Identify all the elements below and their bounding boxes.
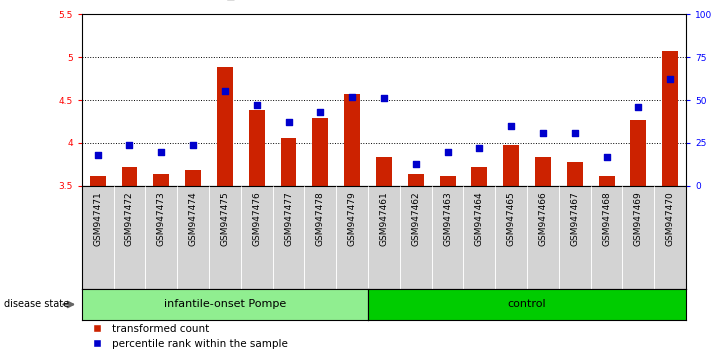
Point — [538, 130, 549, 136]
Bar — [408, 174, 424, 186]
Bar — [535, 157, 551, 186]
Point — [219, 88, 230, 94]
FancyBboxPatch shape — [241, 186, 272, 289]
FancyBboxPatch shape — [336, 186, 368, 289]
FancyBboxPatch shape — [209, 186, 241, 289]
Text: GSM947461: GSM947461 — [380, 191, 388, 246]
Text: GSM947475: GSM947475 — [220, 191, 230, 246]
Text: disease state: disease state — [4, 299, 69, 309]
Point — [188, 142, 199, 148]
FancyBboxPatch shape — [400, 186, 432, 289]
Point — [315, 109, 326, 115]
Bar — [249, 110, 264, 186]
Point — [506, 123, 517, 129]
Point — [601, 154, 612, 160]
Point — [633, 104, 644, 110]
Bar — [631, 120, 646, 186]
Text: GSM947478: GSM947478 — [316, 191, 325, 246]
Legend: transformed count, percentile rank within the sample: transformed count, percentile rank withi… — [87, 324, 288, 349]
Text: GSM947465: GSM947465 — [507, 191, 515, 246]
Point — [251, 102, 262, 108]
Bar — [154, 174, 169, 186]
FancyBboxPatch shape — [527, 186, 559, 289]
FancyBboxPatch shape — [496, 186, 527, 289]
Text: GSM947463: GSM947463 — [443, 191, 452, 246]
FancyBboxPatch shape — [114, 186, 145, 289]
Point — [665, 76, 676, 82]
Bar — [312, 118, 328, 186]
Text: GSM947462: GSM947462 — [411, 191, 420, 246]
Bar — [599, 176, 614, 186]
Bar — [662, 51, 678, 186]
Bar — [344, 94, 360, 186]
Text: GSM947469: GSM947469 — [634, 191, 643, 246]
FancyBboxPatch shape — [591, 186, 623, 289]
Text: infantile-onset Pompe: infantile-onset Pompe — [164, 299, 286, 309]
Text: GSM947473: GSM947473 — [157, 191, 166, 246]
FancyBboxPatch shape — [464, 186, 496, 289]
FancyBboxPatch shape — [304, 186, 336, 289]
Bar — [122, 167, 137, 186]
Text: GSM947468: GSM947468 — [602, 191, 611, 246]
FancyBboxPatch shape — [559, 186, 591, 289]
Bar — [217, 67, 233, 186]
Text: GSM947479: GSM947479 — [348, 191, 357, 246]
Bar — [471, 167, 487, 186]
Point — [410, 161, 422, 166]
Bar — [376, 157, 392, 186]
Point — [156, 149, 167, 154]
FancyBboxPatch shape — [145, 186, 177, 289]
Text: GSM947466: GSM947466 — [538, 191, 547, 246]
Point — [474, 145, 485, 151]
Text: GSM947472: GSM947472 — [125, 191, 134, 246]
FancyBboxPatch shape — [272, 186, 304, 289]
Text: GSM947471: GSM947471 — [93, 191, 102, 246]
Text: GSM947476: GSM947476 — [252, 191, 261, 246]
Bar — [503, 145, 519, 186]
Text: GSM947474: GSM947474 — [188, 191, 198, 246]
Text: control: control — [508, 299, 546, 309]
Text: GSM947470: GSM947470 — [665, 191, 675, 246]
Point — [92, 152, 103, 158]
Bar — [281, 138, 296, 186]
FancyBboxPatch shape — [432, 186, 464, 289]
Point — [378, 96, 390, 101]
FancyBboxPatch shape — [654, 186, 686, 289]
FancyBboxPatch shape — [368, 186, 400, 289]
Text: GSM947464: GSM947464 — [475, 191, 484, 246]
FancyBboxPatch shape — [82, 186, 114, 289]
Text: GSM947467: GSM947467 — [570, 191, 579, 246]
Point — [569, 130, 580, 136]
Bar — [567, 162, 583, 186]
Point — [283, 120, 294, 125]
Point — [442, 149, 453, 154]
Text: GSM947477: GSM947477 — [284, 191, 293, 246]
Bar — [90, 176, 106, 186]
FancyBboxPatch shape — [177, 186, 209, 289]
Bar — [185, 170, 201, 186]
Point — [346, 94, 358, 99]
FancyBboxPatch shape — [623, 186, 654, 289]
Bar — [439, 176, 456, 186]
Point — [124, 142, 135, 148]
